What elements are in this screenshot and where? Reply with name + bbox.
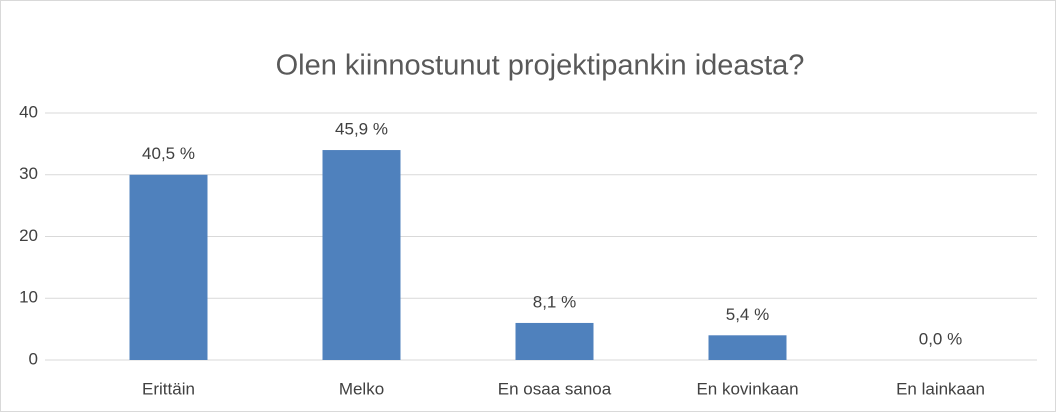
data-label: 8,1 % [533,292,576,311]
y-tick-label: 20 [19,226,38,245]
x-tick-label: Erittäin [142,379,195,398]
data-label: 5,4 % [726,305,769,324]
bar [322,150,401,360]
data-label: 40,5 % [142,144,195,163]
data-label: 45,9 % [335,120,388,139]
x-tick-label: En kovinkaan [696,379,798,398]
x-tick-label: Melko [339,379,384,398]
bar [129,174,208,360]
y-tick-label: 10 [19,288,38,307]
y-tick-label: 40 [19,102,38,121]
bar [708,335,787,360]
x-tick-label: En osaa sanoa [498,379,612,398]
y-tick-label: 0 [29,349,38,368]
bar [515,322,594,360]
x-tick-label: En lainkaan [896,379,985,398]
data-label: 0,0 % [919,329,962,348]
y-tick-label: 30 [19,164,38,183]
chart-title: Olen kiinnostunut projektipankin ideasta… [276,50,805,82]
